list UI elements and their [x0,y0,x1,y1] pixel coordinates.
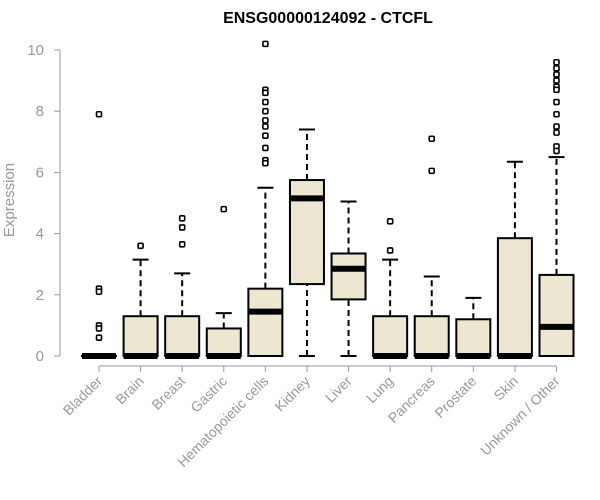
box-liver [330,200,367,357]
x-tick-label: Skin [490,373,521,404]
outlier-point [137,242,144,250]
outlier-point [553,123,560,130]
box-iqr [538,273,575,357]
x-tick-label: Unknown / Other [477,373,563,459]
chart-title: ENSG00000124092 - CTCFL [223,10,433,27]
outlier-point [262,144,269,152]
outlier-point [220,205,228,213]
x-tick-label: Prostate [431,373,479,421]
outlier-point [178,241,186,248]
outlier-point [262,132,269,139]
y-tick-label: 10 [27,42,44,59]
box-hematopoietic-cells [247,40,284,357]
outlier-point [428,135,436,143]
box-iqr [372,315,409,357]
outlier-point [428,167,436,175]
outlier-point [262,89,269,97]
box-iqr [496,237,533,357]
outlier-point [178,224,186,231]
box-iqr [247,287,284,357]
outlier-point [95,334,103,341]
y-tick-label: 6 [36,164,44,181]
outlier-point [178,215,186,222]
box-iqr [330,252,367,301]
outlier-point [386,247,394,254]
box-brain [122,242,159,359]
x-tick-label: Breast [148,373,188,413]
box-lung [372,218,409,359]
box-kidney [288,128,325,357]
box-iqr [413,315,450,357]
outlier-point [553,147,560,155]
x-tick-label: Kidney [271,373,313,415]
box-pancreas [413,135,450,359]
box-gastric [205,205,242,359]
outlier-point [262,159,269,167]
outlier-point [95,110,103,118]
outlier-point [262,40,269,48]
outlier-point [553,86,560,94]
y-tick-label: 8 [36,103,44,120]
outlier-point [386,218,394,225]
outlier-point [553,65,560,72]
outlier-point [262,98,269,106]
outlier-point [553,110,560,118]
y-axis-label: Expression [1,163,18,237]
box-iqr [205,327,242,357]
box-skin [496,160,533,359]
outlier-point [553,58,560,66]
outlier-point [262,123,269,130]
box-prostate [455,296,492,359]
outlier-point [553,129,560,136]
outlier-point [262,107,269,115]
y-tick-label: 0 [36,348,44,365]
outlier-point [553,98,560,106]
x-tick-label: Liver [322,373,355,406]
x-tick-label: Brain [112,373,146,407]
outlier-point [95,288,103,296]
outlier-point [553,71,560,78]
box-series [81,40,575,359]
x-tick-label: Lung [363,373,396,406]
box-iqr [122,315,159,357]
box-unknown-other [538,58,575,357]
box-breast [164,215,201,359]
outlier-point [262,117,269,124]
y-axis: 0 2 4 6 8 10 [27,42,61,365]
box-bladder [81,110,117,359]
outlier-point [553,77,560,84]
box-iqr [164,315,201,357]
x-tick-label: Bladder [60,373,106,419]
y-tick-label: 2 [36,287,44,304]
box-iqr [455,318,492,357]
outlier-point [95,325,103,332]
y-tick-label: 4 [36,226,44,243]
